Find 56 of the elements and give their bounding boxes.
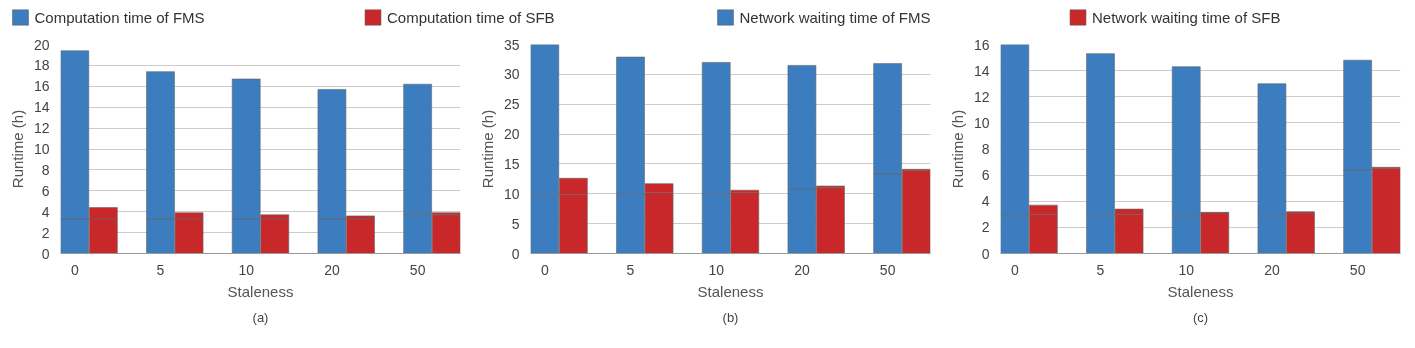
legend-label: Network waiting time of SFB xyxy=(1092,9,1281,26)
y-tick-label: 10 xyxy=(973,114,990,131)
x-axis-title: Staleness xyxy=(227,282,294,300)
legend-label: Computation time of FMS xyxy=(34,9,205,26)
y-tick-label: 16 xyxy=(33,78,50,95)
y-tick-label: 4 xyxy=(41,203,50,220)
x-tick-label: 5 xyxy=(1096,261,1105,278)
text: (c) xyxy=(1192,309,1209,325)
y-tick-label: 20 xyxy=(503,126,520,143)
y-tick-label: 12 xyxy=(33,120,50,137)
y-tick-label: 14 xyxy=(973,62,990,79)
x-axis-title: Staleness xyxy=(697,282,764,300)
x-tick-label: 20 xyxy=(794,261,810,278)
y-tick-label: 16 xyxy=(973,36,990,53)
y-tick-label: 20 xyxy=(33,36,50,53)
y-tick-label: 0 xyxy=(511,245,520,262)
y-axis-title: Runtime (h) xyxy=(948,109,966,189)
y-tick-label: 18 xyxy=(33,57,50,74)
x-tick-label: 10 xyxy=(1178,261,1195,278)
y-tick-label: 6 xyxy=(41,182,50,199)
text: (b) xyxy=(722,309,739,325)
y-tick-label: 0 xyxy=(981,245,990,262)
x-tick-label: 10 xyxy=(238,261,255,278)
y-tick-label: 4 xyxy=(981,193,990,210)
y-tick-label: 6 xyxy=(981,167,990,184)
y-tick-label: 10 xyxy=(503,185,520,202)
y-tick-label: 0 xyxy=(41,245,50,262)
y-tick-label: 2 xyxy=(41,224,50,241)
y-tick-label: 30 xyxy=(503,66,520,83)
y-tick-label: 15 xyxy=(503,155,520,172)
x-tick-label: 0 xyxy=(70,261,79,278)
text: (a) xyxy=(252,309,269,325)
y-axis-title: Runtime (h) xyxy=(478,109,496,189)
y-tick-label: 10 xyxy=(33,141,50,157)
y-tick-label: 12 xyxy=(973,88,990,105)
x-tick-label: 5 xyxy=(156,261,165,278)
x-tick-label: 50 xyxy=(1349,261,1366,278)
y-tick-label: 35 xyxy=(503,36,520,53)
y-tick-label: 8 xyxy=(41,161,50,178)
legend-label: Computation time of SFB xyxy=(387,9,555,26)
x-axis-title: Staleness xyxy=(1167,282,1234,300)
y-axis-title: Runtime (h) xyxy=(8,109,26,189)
x-tick-label: 20 xyxy=(324,261,340,278)
y-tick-label: 2 xyxy=(981,219,990,236)
x-tick-label: 50 xyxy=(409,261,426,278)
legend-label: Network waiting time of FMS xyxy=(739,9,931,26)
y-tick-label: 8 xyxy=(981,141,990,157)
x-tick-label: 50 xyxy=(879,261,896,278)
x-tick-label: 0 xyxy=(1010,261,1019,278)
x-tick-label: 20 xyxy=(1264,261,1280,278)
x-tick-label: 10 xyxy=(708,261,725,278)
y-tick-label: 14 xyxy=(33,99,50,116)
y-tick-label: 5 xyxy=(511,215,520,232)
x-tick-label: 0 xyxy=(540,261,549,278)
x-tick-label: 5 xyxy=(626,261,635,278)
y-tick-label: 25 xyxy=(503,96,520,113)
